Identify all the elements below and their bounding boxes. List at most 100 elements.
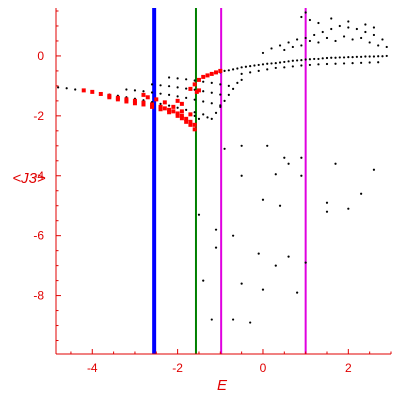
data-point-red (162, 100, 167, 105)
data-point-red (154, 97, 159, 102)
data-point-black (176, 77, 179, 80)
x-tick-label: 0 (260, 361, 267, 375)
data-point-black (304, 58, 307, 61)
data-point-red (184, 116, 189, 121)
data-point-black (308, 18, 312, 22)
data-point-black (150, 83, 154, 86)
data-point-black (321, 57, 324, 60)
data-point-black (257, 69, 260, 73)
data-point-red (175, 98, 180, 103)
data-point-red (98, 91, 103, 96)
data-point-black (270, 47, 273, 50)
data-point-black (347, 26, 350, 29)
data-point-black (372, 55, 376, 58)
vertical-reference-lines (152, 8, 307, 354)
data-point-black (308, 58, 312, 61)
data-point-black (278, 61, 282, 64)
data-point-red (167, 110, 172, 115)
data-point-black (300, 174, 303, 177)
data-point-black (223, 69, 226, 73)
data-point-black (244, 65, 248, 68)
data-point-black (308, 39, 312, 43)
data-point-black (227, 69, 230, 72)
data-point-black (368, 41, 371, 44)
data-point-red (132, 101, 137, 106)
data-point-red (167, 107, 172, 112)
data-point-black (236, 81, 239, 84)
data-point-black (296, 59, 299, 62)
data-point-black (287, 255, 290, 258)
data-point-black (291, 59, 294, 62)
data-point-black (283, 48, 286, 52)
data-point-black (197, 117, 201, 120)
data-point-black (342, 35, 346, 38)
data-point-black (210, 91, 213, 94)
data-point-black (317, 57, 320, 61)
data-point-black (266, 144, 269, 147)
data-point-red (162, 106, 167, 111)
data-point-red (179, 116, 184, 121)
data-points (57, 11, 388, 324)
data-point-black (202, 100, 205, 103)
data-point-black (257, 63, 260, 67)
data-point-black (176, 106, 179, 109)
data-point-black (317, 63, 320, 66)
data-point-red (192, 127, 197, 132)
data-point-black (197, 213, 201, 216)
data-point-red (184, 119, 189, 124)
data-point-black (232, 87, 235, 90)
data-point-black (385, 54, 388, 58)
data-point-black (313, 33, 316, 37)
data-point-black (185, 87, 188, 90)
data-point-red (150, 102, 155, 107)
data-point-red (171, 109, 176, 114)
data-point-black (330, 56, 333, 59)
data-point-black (176, 86, 179, 89)
data-point-black (317, 21, 320, 25)
data-point-black (206, 116, 209, 119)
data-point-red (141, 102, 146, 107)
data-point-black (334, 56, 337, 59)
data-point-black (210, 102, 213, 105)
data-point-black (304, 261, 307, 264)
data-point-red (150, 104, 155, 109)
data-point-black (300, 15, 303, 19)
data-point-red (171, 104, 176, 109)
x-axis-label: E (217, 377, 228, 394)
data-point-black (57, 86, 60, 89)
data-point-black (185, 78, 188, 81)
y-tick-label: -6 (33, 229, 44, 243)
data-point-black (330, 17, 333, 20)
data-point-black (283, 66, 286, 69)
data-point-black (227, 84, 230, 87)
data-point-black (236, 67, 239, 70)
data-point-black (342, 62, 346, 65)
data-point-black (304, 36, 307, 40)
data-point-red (196, 77, 201, 82)
data-point-red (205, 73, 210, 78)
data-point-black (283, 60, 286, 64)
data-point-black (317, 41, 320, 44)
data-point-black (300, 44, 303, 47)
data-point-black (325, 201, 329, 204)
data-point-black (266, 68, 269, 71)
data-point-black (232, 68, 235, 71)
data-point-black (347, 20, 350, 23)
data-point-black (133, 89, 137, 92)
data-point-black (214, 246, 218, 249)
data-point-black (300, 156, 303, 159)
data-point-black (338, 56, 341, 59)
data-point-black (202, 279, 205, 282)
axes (55, 8, 391, 355)
data-point-black (219, 83, 222, 86)
data-point-black (300, 59, 303, 62)
data-point-black (159, 84, 162, 87)
data-point-black (287, 60, 290, 63)
data-point-black (351, 38, 354, 41)
y-tick-label: 0 (37, 49, 44, 63)
data-point-black (202, 113, 205, 116)
data-point-black (296, 291, 299, 294)
data-point-red (179, 109, 184, 114)
data-point-black (364, 23, 367, 26)
